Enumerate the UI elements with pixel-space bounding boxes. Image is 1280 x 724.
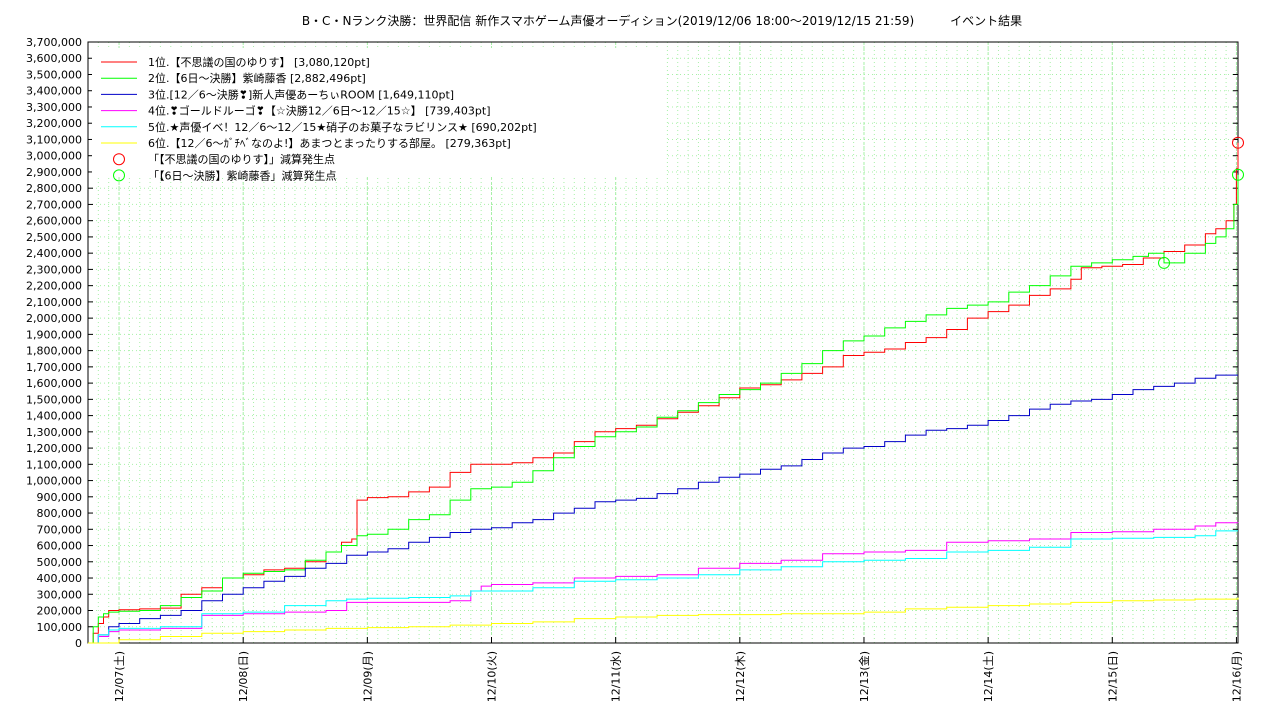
x-tick-label: 12/13(金)	[857, 651, 871, 702]
legend-marker-swatch-2	[113, 169, 125, 182]
y-tick-label: 1,200,000	[26, 442, 82, 455]
y-tick-label: 2,800,000	[26, 182, 82, 195]
series-line-2	[88, 174, 1239, 644]
y-tick-label: 2,300,000	[26, 263, 82, 276]
series-line-5	[88, 530, 1238, 644]
y-tick-label: 0	[75, 637, 82, 650]
y-tick-label: 600,000	[37, 540, 83, 553]
y-tick-label: 2,500,000	[26, 231, 82, 244]
grid	[88, 42, 1238, 643]
x-tick-label: 12/15(日)	[1106, 651, 1119, 702]
y-tick-label: 300,000	[37, 588, 83, 601]
y-tick-label: 3,700,000	[26, 36, 82, 49]
y-tick-label: 1,400,000	[26, 410, 82, 423]
legend-marker-label-2: 「【6日～決勝】紫崎藤香」減算発生点	[148, 168, 337, 182]
y-tick-label: 400,000	[37, 572, 83, 585]
x-tick-label: 12/08(日)	[237, 651, 250, 702]
y-tick-label: 3,600,000	[26, 52, 82, 65]
y-tick-label: 2,600,000	[26, 215, 82, 228]
y-tick-label: 700,000	[37, 523, 83, 536]
y-tick-label: 3,300,000	[26, 101, 82, 114]
x-tick-label: 12/11(水)	[610, 651, 623, 702]
x-tick-label: 12/09(月)	[361, 651, 374, 702]
y-axis: 0 100,000 200,000 300,000 400,000 500,000 600,…	[26, 36, 1238, 650]
legend-label-4: 4位.❣ゴールドルーゴ❣【☆決勝12／6日～12／15☆】 [739,403pt…	[148, 104, 491, 118]
y-tick-label: 1,900,000	[26, 328, 82, 341]
y-tick-label: 3,500,000	[26, 68, 82, 81]
series-group	[88, 142, 1239, 644]
y-tick-label: 1,300,000	[26, 426, 82, 439]
legend-label-3: 3位.[12／6～決勝❣]新人声優あーちぃROOM [1,649,110pt]	[148, 87, 454, 101]
legend-background	[92, 48, 666, 176]
y-tick-label: 900,000	[37, 491, 83, 504]
series-line-6	[88, 597, 1239, 644]
y-tick-label: 1,100,000	[26, 458, 82, 471]
y-tick-label: 800,000	[37, 507, 83, 520]
marker-point-2	[1232, 168, 1244, 181]
legend: 1位.【不思議の国のゆりす】 [3,080,120pt] 2位.【6日～決勝】紫崎…	[92, 48, 666, 182]
series-line-1	[88, 142, 1239, 644]
x-tick-label: 12/07(土)	[113, 651, 126, 702]
y-tick-label: 1,600,000	[26, 377, 82, 390]
series-line-3	[88, 374, 1238, 644]
legend-label-2: 2位.【6日～決勝】紫崎藤香 [2,882,496pt]	[148, 71, 366, 85]
chart-title: B・C・Nランク決勝：世界配信 新作スマホゲーム声優オーディション(2019/1…	[302, 13, 1022, 28]
y-tick-label: 2,900,000	[26, 166, 82, 179]
y-tick-label: 3,000,000	[26, 150, 82, 163]
x-tick-label: 12/16(月)	[1230, 651, 1243, 702]
legend-marker-label-1: 「【不思議の国のゆりす】」減算発生点	[148, 152, 335, 166]
y-tick-label: 1,500,000	[26, 393, 82, 406]
legend-label-6: 6位.【12／6～ｶﾞﾁﾍﾞなのよ!】あまつとまったりする部屋。 [279,36…	[148, 136, 511, 150]
y-tick-label: 1,700,000	[26, 361, 82, 374]
legend-label-1: 1位.【不思議の国のゆりす】 [3,080,120pt]	[148, 55, 370, 69]
x-axis: 12/07(土) 12/08(日) 12/09(月) 12/10(火) 12/11(水)…	[113, 637, 1243, 702]
y-tick-label: 2,400,000	[26, 247, 82, 260]
y-tick-label: 1,800,000	[26, 345, 82, 358]
marker-group	[1158, 136, 1244, 269]
y-tick-label: 3,100,000	[26, 133, 82, 146]
y-tick-label: 1,000,000	[26, 475, 82, 488]
series-line-4	[88, 522, 1239, 644]
x-tick-label: 12/14(土)	[982, 651, 995, 702]
legend-label-5: 5位.★声優イベ！12／6～12／15★硝子のお菓子なラビリンス★ [690,2…	[148, 120, 537, 134]
y-tick-label: 2,700,000	[26, 198, 82, 211]
y-tick-label: 200,000	[37, 605, 83, 618]
x-tick-label: 12/10(火)	[486, 651, 499, 702]
y-tick-label: 2,100,000	[26, 296, 82, 309]
plot-frame	[87, 41, 1239, 644]
y-tick-label: 100,000	[37, 621, 83, 634]
y-tick-label: 500,000	[37, 556, 83, 569]
y-tick-label: 2,200,000	[26, 280, 82, 293]
marker-point-2	[1158, 256, 1171, 269]
x-tick-label: 12/12(木)	[734, 651, 747, 702]
legend-marker-swatch-1	[113, 153, 125, 166]
y-tick-label: 3,400,000	[26, 85, 82, 98]
y-tick-label: 2,000,000	[26, 312, 82, 325]
marker-point-1	[1232, 136, 1244, 149]
y-tick-label: 3,200,000	[26, 117, 82, 130]
